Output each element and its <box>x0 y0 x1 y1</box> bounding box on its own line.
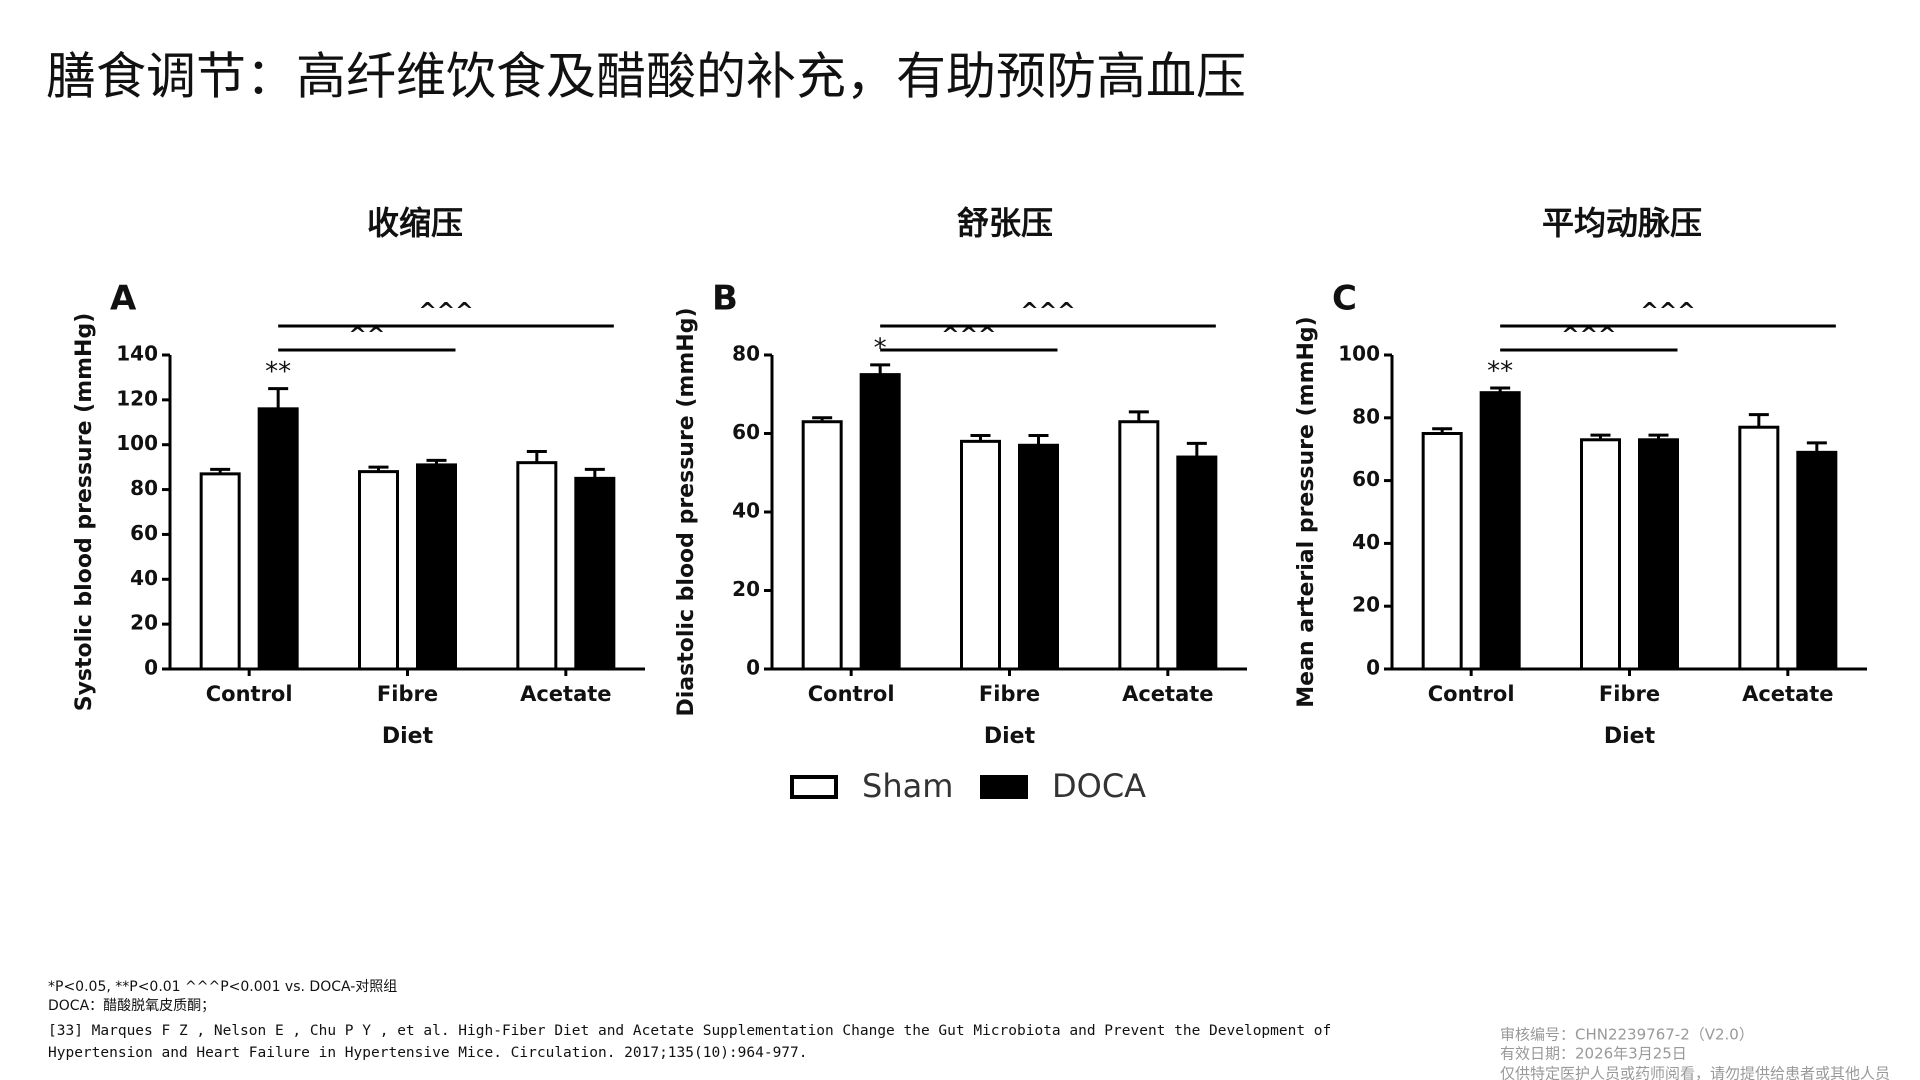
footnote: *P<0.05, **P<0.01 ^^^P<0.001 vs. DOCA-对照… <box>48 979 397 995</box>
y-tick-label: 40 <box>1352 530 1380 554</box>
y-tick-label: 80 <box>130 476 158 500</box>
legend-label: DOCA <box>1052 767 1146 805</box>
y-tick-label: 20 <box>130 611 158 635</box>
y-tick-label: 0 <box>746 656 760 680</box>
y-axis-label: Systolic blood pressure (mmHg) <box>72 313 97 712</box>
bar <box>1738 425 1780 671</box>
bracket-label: ^^^ <box>418 299 473 324</box>
bracket-label: ^^^ <box>1640 299 1695 324</box>
bar <box>416 463 457 671</box>
reference: Hypertension and Heart Failure in Hypert… <box>48 1045 808 1061</box>
bar <box>960 439 1001 671</box>
y-tick-label: 100 <box>116 431 158 455</box>
significance-star: * <box>874 333 887 363</box>
y-tick-label: 80 <box>1352 404 1380 428</box>
y-tick-label: 140 <box>116 342 158 366</box>
y-tick-label: 60 <box>1352 467 1380 491</box>
bracket-label: ^^^ <box>1020 299 1075 324</box>
bar <box>516 461 558 671</box>
bar <box>358 470 399 671</box>
approval: 有效日期：2026年3月25日 <box>1500 1045 1687 1063</box>
reference: [33] Marques F Z , Nelson E , Chu P Y , … <box>48 1023 1331 1039</box>
legend-swatch <box>790 775 838 799</box>
y-tick-label: 20 <box>1352 593 1380 617</box>
y-tick-label: 80 <box>732 342 760 366</box>
bar <box>1479 391 1521 671</box>
bar <box>859 373 901 671</box>
y-tick-label: 0 <box>1366 656 1380 680</box>
bar <box>199 472 241 671</box>
bar <box>1018 443 1059 671</box>
x-tick-label: Fibre <box>377 682 438 706</box>
significance-star: ** <box>265 357 291 387</box>
panel-label: B <box>712 279 738 319</box>
chart-title: 舒张压 <box>957 204 1053 242</box>
bar <box>1796 450 1838 671</box>
chart-title: 收缩压 <box>367 204 463 242</box>
bar <box>801 420 843 671</box>
approval: 仅供特定医护人员或药师阅看，请勿提供给患者或其他人员 <box>1500 1065 1890 1080</box>
y-tick-label: 120 <box>116 386 158 410</box>
bar <box>1638 438 1679 671</box>
x-tick-label: Control <box>206 682 293 706</box>
x-tick-label: Control <box>1428 682 1515 706</box>
bar <box>574 476 616 671</box>
slide-title: 膳食调节：高纤维饮食及醋酸的补充，有助预防高血压 <box>46 48 1246 106</box>
x-tick-label: Acetate <box>520 682 611 706</box>
bar <box>1580 438 1621 671</box>
x-axis-label: Diet <box>1604 724 1656 749</box>
y-tick-label: 0 <box>144 656 158 680</box>
footnote: DOCA：醋酸脱氧皮质酮； <box>48 998 215 1014</box>
bar <box>1421 432 1463 671</box>
y-tick-label: 60 <box>732 420 760 444</box>
panel-label: C <box>1332 279 1357 319</box>
chart-title: 平均动脉压 <box>1542 204 1702 242</box>
significance-star: ** <box>1487 356 1513 386</box>
bar <box>257 407 299 671</box>
x-tick-label: Control <box>808 682 895 706</box>
y-tick-label: 60 <box>130 521 158 545</box>
y-tick-label: 100 <box>1338 342 1380 366</box>
x-tick-label: Fibre <box>1599 682 1660 706</box>
y-tick-label: 40 <box>732 499 760 523</box>
bar <box>1176 455 1218 671</box>
y-tick-label: 40 <box>130 566 158 590</box>
bar <box>1118 420 1160 671</box>
x-tick-label: Acetate <box>1742 682 1833 706</box>
x-axis-label: Diet <box>984 724 1036 749</box>
panel-label: A <box>110 279 137 319</box>
legend-label: Sham <box>862 767 953 805</box>
x-axis-label: Diet <box>382 724 434 749</box>
y-axis-label: Diastolic blood pressure (mmHg) <box>674 308 699 717</box>
y-axis-label: Mean arterial pressure (mmHg) <box>1294 316 1319 707</box>
x-tick-label: Fibre <box>979 682 1040 706</box>
legend-swatch <box>980 775 1028 799</box>
y-tick-label: 20 <box>732 577 760 601</box>
x-tick-label: Acetate <box>1122 682 1213 706</box>
approval: 审核编号：CHN2239767-2（V2.0） <box>1500 1026 1754 1044</box>
